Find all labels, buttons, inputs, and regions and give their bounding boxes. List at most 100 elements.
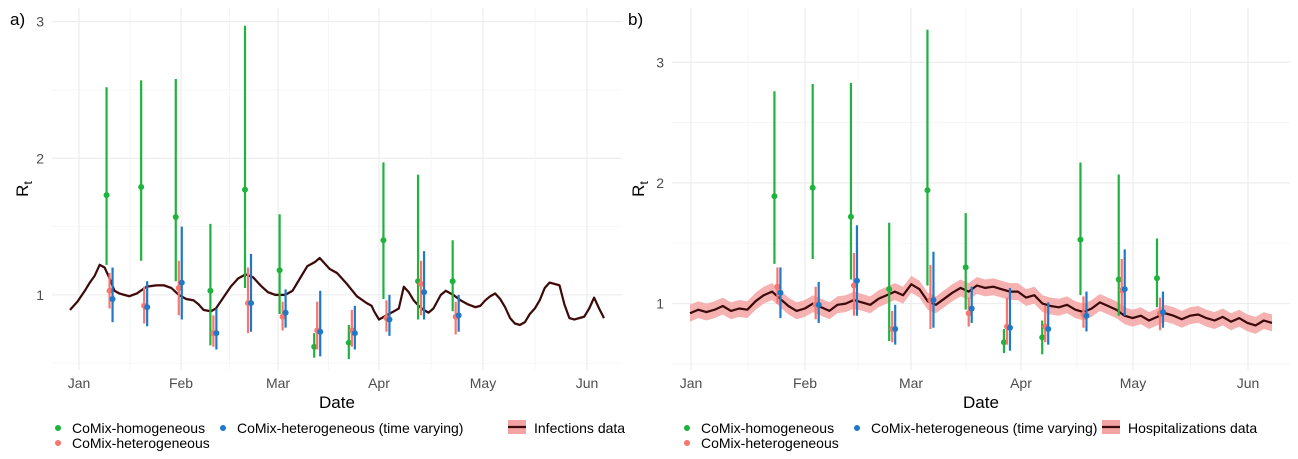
y-tick-label: 3	[36, 14, 44, 30]
homogeneous-point	[449, 278, 456, 285]
legend-heterogeneous-swatch	[55, 440, 61, 446]
y-tick-label: 1	[656, 296, 664, 312]
panel-label: a)	[10, 10, 25, 29]
heterogeneous-point	[774, 283, 781, 290]
homogeneous-point	[242, 186, 248, 193]
homogeneous-point	[1077, 236, 1084, 243]
estimate-group	[415, 174, 428, 320]
comix-estimates	[771, 29, 1166, 355]
homogeneous-point	[138, 183, 145, 190]
legend-data: Infections data	[508, 420, 625, 436]
confidence-band	[70, 256, 604, 327]
time-varying-point	[1083, 312, 1090, 319]
legend-time-varying-swatch	[854, 425, 860, 431]
time-varying-point	[1045, 325, 1052, 332]
homogeneous-point	[207, 287, 214, 294]
time-varying-point	[930, 297, 937, 304]
estimate-group	[242, 25, 254, 334]
estimate-group	[345, 305, 358, 360]
time-varying-point	[109, 295, 116, 302]
time-varying-point	[455, 312, 462, 319]
legend-homogeneous-swatch	[684, 425, 690, 431]
estimate-group	[276, 214, 289, 331]
homogeneous-point	[276, 267, 283, 274]
legend-homogeneous-label: CoMix-homogeneous	[701, 420, 834, 436]
legend-homogeneous-swatch	[55, 425, 61, 431]
heterogeneous-point	[418, 280, 425, 287]
homogeneous-point	[1115, 276, 1122, 283]
legend-time-varying: CoMix-heterogeneous (time varying)	[220, 420, 463, 436]
y-axis-title: Rt	[629, 181, 651, 197]
time-varying-point	[421, 289, 428, 296]
estimate-group	[886, 222, 899, 345]
legend-homogeneous: CoMix-homogeneous	[55, 420, 205, 436]
time-varying-point	[248, 300, 254, 307]
time-varying-point	[213, 330, 220, 337]
legend-heterogeneous-swatch	[684, 440, 690, 446]
time-varying-point	[968, 305, 975, 312]
homogeneous-point	[886, 286, 893, 293]
homogeneous-point	[172, 214, 179, 221]
legend-time-varying-swatch	[220, 425, 226, 431]
estimate-group	[1115, 174, 1128, 316]
estimate-group	[311, 290, 324, 358]
x-tick-label: Apr	[1010, 375, 1032, 391]
heterogeneous-point	[279, 313, 286, 320]
time-varying-point	[144, 304, 151, 311]
estimate-group	[1153, 238, 1166, 331]
y-tick-label: 1	[36, 287, 44, 303]
time-varying-point	[178, 279, 185, 286]
estimate-group	[847, 82, 860, 316]
y-axis-title: Rt	[13, 181, 35, 197]
homogeneous-point	[1000, 339, 1007, 346]
x-tick-label: Mar	[266, 375, 290, 391]
estimate-group	[380, 162, 393, 336]
x-tick-label: May	[470, 375, 496, 391]
panel-b: 1 2 3 Jan Feb Mar Apr May Jun Date Rt b) CoMix-homog…	[628, 8, 1290, 451]
panel-label: b)	[628, 10, 643, 29]
rt-line	[69, 256, 605, 326]
estimate-group	[771, 91, 784, 319]
legend-data-label: Hospitalizations data	[1128, 420, 1257, 436]
legend-homogeneous: CoMix-homogeneous	[684, 420, 834, 436]
heterogeneous-point	[106, 287, 113, 294]
estimate-group	[962, 213, 975, 327]
time-varying-point	[777, 289, 784, 296]
estimate-group	[103, 87, 116, 323]
heterogeneous-point	[175, 285, 182, 292]
comix-estimates	[103, 25, 462, 360]
estimate-group	[1077, 162, 1090, 332]
homogeneous-point	[1039, 334, 1046, 341]
time-varying-point	[351, 330, 358, 337]
x-tick-label: Jun	[1237, 375, 1260, 391]
legend-data-label: Infections data	[534, 420, 625, 436]
x-tick-label: Feb	[793, 375, 817, 391]
estimate-group	[449, 240, 462, 335]
rt-line	[689, 283, 1273, 327]
x-tick-label: Jun	[576, 375, 599, 391]
x-tick-label: Apr	[368, 375, 390, 391]
estimate-group	[924, 29, 937, 329]
legend-time-varying-label: CoMix-heterogeneous (time varying)	[871, 420, 1097, 436]
x-tick-label: Jan	[680, 375, 703, 391]
legend-data: Hospitalizations data	[1102, 420, 1257, 436]
estimate-group	[809, 84, 822, 323]
homogeneous-point	[771, 193, 778, 200]
homogeneous-point	[1153, 275, 1160, 282]
estimate-group	[1039, 302, 1052, 355]
time-varying-point	[853, 277, 860, 284]
x-tick-label: Mar	[899, 375, 923, 391]
time-varying-point	[282, 309, 289, 316]
grid	[52, 8, 622, 370]
legend-time-varying: CoMix-heterogeneous (time varying)	[854, 420, 1097, 436]
legend-heterogeneous: CoMix-heterogeneous	[55, 435, 210, 451]
estimate-group	[172, 79, 185, 320]
legend-heterogeneous: CoMix-heterogeneous	[684, 435, 839, 451]
estimate-group	[207, 223, 220, 350]
x-tick-label: Jan	[68, 375, 91, 391]
time-varying-point	[317, 328, 324, 335]
y-tick-label: 3	[656, 54, 664, 70]
